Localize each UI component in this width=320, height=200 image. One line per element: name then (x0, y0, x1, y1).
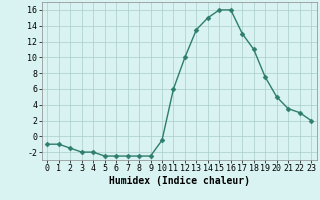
X-axis label: Humidex (Indice chaleur): Humidex (Indice chaleur) (109, 176, 250, 186)
